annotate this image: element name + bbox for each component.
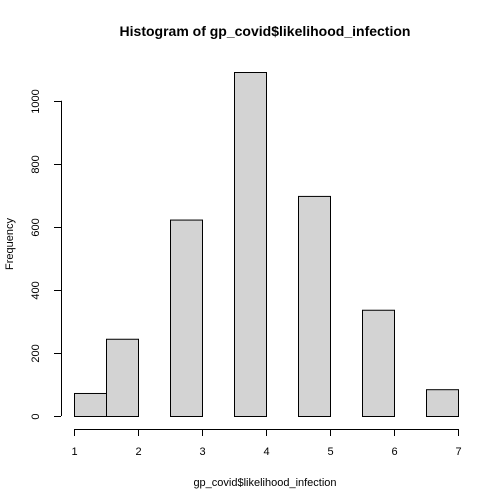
histogram-bar — [106, 338, 139, 417]
y-tick-label: 400 — [30, 281, 42, 299]
histogram-bar — [362, 309, 395, 417]
x-tick-label: 3 — [199, 446, 205, 458]
x-tick-label: 5 — [327, 446, 333, 458]
bars-group — [74, 72, 459, 418]
histogram-bar — [426, 389, 459, 418]
x-tick-label: 4 — [263, 446, 269, 458]
histogram-bar — [298, 195, 331, 417]
histogram-bar — [170, 219, 203, 417]
chart-title: Histogram of gp_covid$likelihood_infecti… — [120, 23, 411, 39]
x-tick-label: 2 — [135, 446, 141, 458]
x-axis-label: gp_covid$likelihood_infection — [193, 477, 336, 489]
y-axis: 0 200 400 600 800 1000 — [30, 89, 62, 420]
y-tick-label: 1000 — [30, 89, 42, 113]
histogram-bar — [234, 72, 267, 417]
x-tick-label: 6 — [391, 446, 397, 458]
x-tick-label: 7 — [455, 446, 461, 458]
y-tick-label: 0 — [30, 413, 42, 419]
x-tick-label: 1 — [71, 446, 77, 458]
y-tick-label: 600 — [30, 218, 42, 236]
y-tick-label: 200 — [30, 344, 42, 362]
y-axis-label: Frequency — [4, 218, 16, 270]
histogram-bar — [74, 392, 107, 417]
x-axis: 1 2 3 4 5 6 7 — [71, 429, 462, 458]
y-tick-label: 800 — [30, 155, 42, 173]
